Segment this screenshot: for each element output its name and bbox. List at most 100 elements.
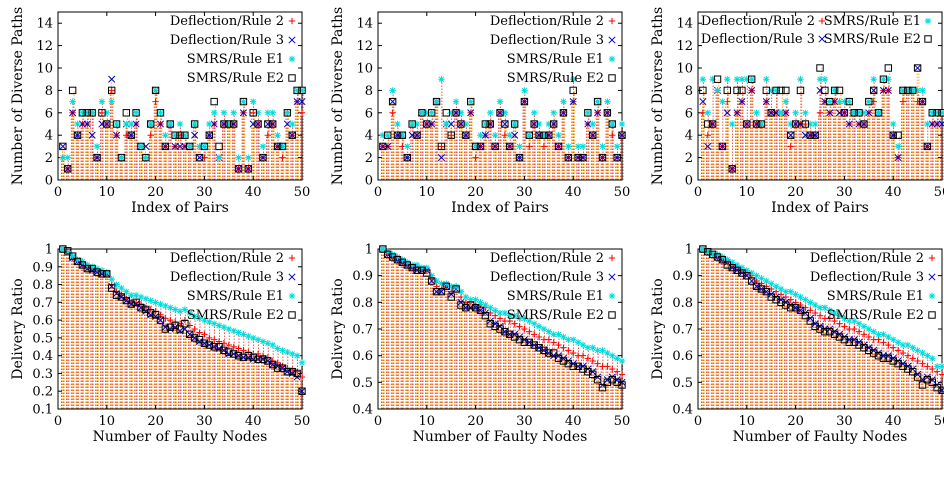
data-point (166, 120, 174, 128)
data-point (59, 142, 67, 150)
data-point (471, 142, 480, 151)
legend-marker-smrs-rule-e1 (924, 17, 932, 25)
data-point (225, 120, 232, 128)
data-point (530, 120, 538, 128)
data-point (850, 317, 858, 325)
legend-marker-smrs-rule-e2 (608, 311, 616, 319)
data-point (874, 109, 883, 117)
data-point (584, 367, 592, 376)
data-point (743, 267, 750, 274)
data-point (467, 109, 475, 117)
x-tick-label: 10 (419, 414, 436, 429)
data-point (191, 313, 198, 320)
data-point (603, 378, 612, 387)
data-point (782, 86, 790, 95)
data-point (929, 355, 936, 362)
data-point (733, 266, 741, 275)
data-point (515, 154, 524, 162)
legend-marker-smrs-rule-e1 (928, 292, 936, 300)
data-point (762, 98, 770, 106)
y-tick-label: 8 (685, 84, 693, 99)
data-point (128, 120, 135, 128)
legend: Deflection/Rule 2 Deflection/Rule 3 SMRS/R… (810, 251, 936, 323)
data-point (142, 154, 150, 161)
data-point (608, 120, 616, 128)
legend-marker-smrs-rule-e1 (608, 55, 616, 63)
y-tick-label: 0.5 (672, 376, 693, 391)
data-point (584, 109, 592, 116)
data-point (807, 299, 814, 306)
x-tick-label: 0 (54, 414, 62, 429)
data-point (196, 329, 203, 336)
data-point (167, 316, 174, 324)
data-point (704, 247, 712, 256)
data-point (752, 282, 761, 291)
data-point (796, 86, 805, 95)
data-point (855, 320, 863, 327)
data-point (205, 341, 213, 349)
legend-label-smrs-rule-e2: SMRS/Rule E2 (187, 71, 284, 86)
data-point (157, 109, 164, 116)
data-point (506, 142, 514, 150)
data-point (423, 109, 430, 116)
data-point (613, 378, 621, 387)
data-point (408, 120, 416, 128)
data-point (181, 132, 189, 139)
data-point (757, 285, 766, 293)
data-point (413, 261, 421, 269)
data-point (589, 370, 597, 379)
y-tick-label: 1 (685, 243, 693, 258)
data-point (855, 328, 863, 335)
data-point (743, 120, 751, 128)
data-point (845, 120, 853, 128)
data-point (284, 348, 291, 356)
data-point (501, 120, 509, 128)
data-point (913, 373, 922, 381)
data-point (938, 109, 944, 117)
series-deflection-rule-3 (379, 98, 626, 162)
data-point (229, 350, 238, 358)
series-deflection-rule-2 (699, 87, 944, 172)
data-point (413, 266, 421, 275)
data-point (433, 277, 440, 285)
data-point (733, 261, 741, 269)
data-point (103, 270, 111, 278)
data-point (899, 341, 907, 349)
y-tick-label: 14 (676, 17, 693, 32)
y-tick-label: 0.5 (32, 331, 53, 346)
data-point (132, 120, 140, 128)
y-tick-label: 14 (356, 17, 373, 32)
data-point (79, 109, 86, 116)
data-point (525, 131, 533, 139)
data-point (758, 275, 765, 282)
data-point (399, 132, 406, 139)
data-point (283, 120, 291, 128)
x-tick-label: 30 (196, 185, 213, 200)
data-point (728, 259, 736, 266)
data-point (904, 87, 912, 94)
y-tick-label: 0.8 (32, 278, 53, 293)
data-point (289, 120, 296, 128)
data-point (279, 347, 286, 354)
data-point (855, 109, 863, 116)
data-point (593, 375, 602, 384)
data-point (826, 109, 834, 117)
x-tick-label: 40 (885, 414, 902, 429)
data-point (826, 97, 834, 106)
x-tick-label: 30 (836, 185, 853, 200)
data-point (718, 255, 727, 264)
data-point (127, 131, 135, 139)
y-axis-label: Number of Diverse Paths (330, 7, 346, 185)
series-smrs-rule-e2 (379, 245, 626, 392)
data-point (201, 331, 208, 338)
data-point (205, 131, 213, 139)
data-point (845, 97, 853, 106)
data-point (699, 245, 707, 253)
data-point (293, 352, 301, 359)
impulse-lines (61, 79, 304, 180)
data-point (98, 98, 106, 105)
data-point (816, 86, 824, 94)
data-point (73, 131, 82, 139)
data-point (904, 341, 912, 349)
data-point (554, 142, 563, 151)
